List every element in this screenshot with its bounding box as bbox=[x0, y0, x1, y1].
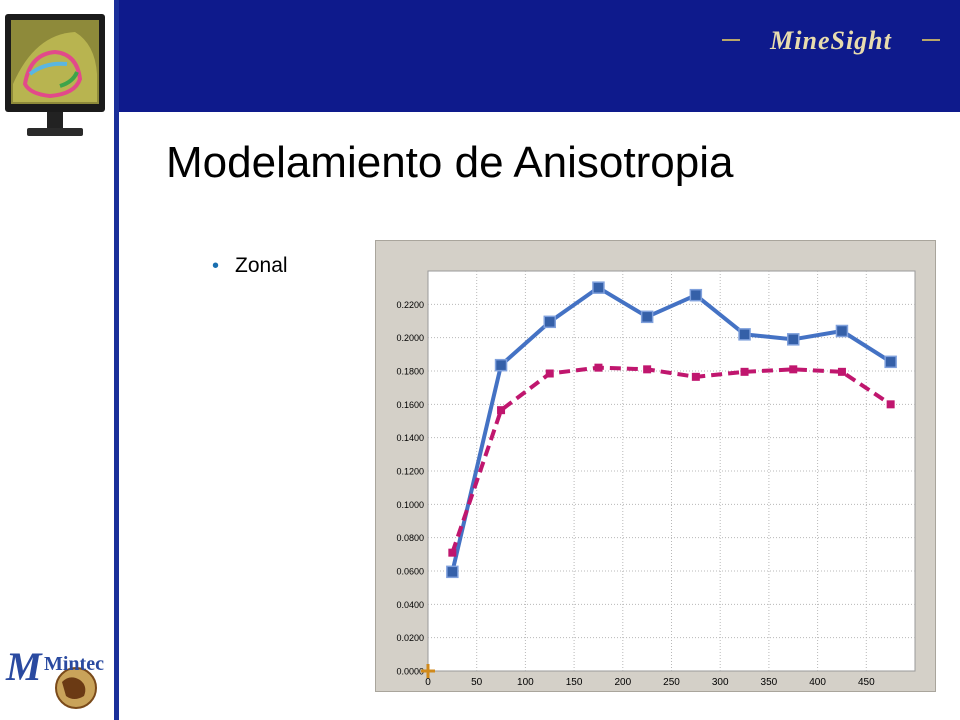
svg-text:M: M bbox=[5, 644, 43, 689]
series-1-point bbox=[543, 315, 556, 329]
bullet-dot-icon: • bbox=[212, 255, 220, 277]
mintec-logo: M Mintec bbox=[5, 644, 104, 709]
series-2-point bbox=[740, 367, 749, 376]
x-tick-label: 400 bbox=[809, 677, 826, 688]
bullet-text: Zonal bbox=[235, 254, 288, 277]
y-tick-label: 0.0200 bbox=[396, 633, 424, 643]
left-accent-bar bbox=[114, 0, 119, 720]
y-tick-label: 0.1200 bbox=[396, 467, 424, 477]
x-tick-label: 0 bbox=[425, 677, 431, 688]
series-line-2 bbox=[450, 365, 892, 554]
y-tick-label: 0.1000 bbox=[396, 500, 424, 510]
x-tick-label: 350 bbox=[761, 677, 778, 688]
y-tick-label: 0.0400 bbox=[396, 600, 424, 610]
x-tick-label: 50 bbox=[471, 677, 483, 688]
y-tick-label: 0.1600 bbox=[396, 400, 424, 410]
series-2-point bbox=[448, 548, 457, 557]
series-2-point bbox=[643, 365, 652, 374]
bullet-item: • Zonal bbox=[212, 254, 288, 278]
slide-title: Modelamiento de Anisotropia bbox=[166, 138, 734, 187]
monitor-icon bbox=[5, 14, 105, 136]
y-tick-label: 0.0600 bbox=[396, 567, 424, 577]
y-tick-label: 0.0000 bbox=[396, 667, 424, 677]
series-2-point bbox=[789, 365, 798, 374]
x-tick-label: 250 bbox=[663, 677, 680, 688]
series-1-point bbox=[787, 333, 800, 346]
x-tick-label: 100 bbox=[517, 677, 534, 688]
series-2-point bbox=[691, 372, 700, 381]
y-tick-label: 0.2200 bbox=[396, 300, 424, 310]
x-tick-label: 150 bbox=[566, 677, 583, 688]
series-2-point bbox=[545, 369, 554, 378]
mintec-logo-text: Mintec bbox=[44, 653, 104, 675]
series-1-point bbox=[494, 358, 508, 372]
series-line-1 bbox=[450, 285, 892, 573]
series-1-point bbox=[835, 324, 849, 338]
y-tick-label: 0.1800 bbox=[396, 367, 424, 377]
variogram-chart: 0 50 100 150 200 250 300 350 400 450 0.0000 0.0200 0… bbox=[396, 270, 916, 688]
y-tick-label: 0.1400 bbox=[396, 433, 424, 443]
y-tick-label: 0.2000 bbox=[396, 333, 424, 343]
x-tick-label: 300 bbox=[712, 677, 729, 688]
series-1-point bbox=[884, 355, 897, 369]
series-1-point bbox=[446, 565, 459, 579]
x-tick-label: 200 bbox=[614, 677, 631, 688]
y-tick-label: 0.0800 bbox=[396, 533, 424, 543]
minesight-logo-text: MineSight bbox=[769, 26, 892, 55]
minesight-logo: MineSight bbox=[722, 24, 940, 56]
series-2-point bbox=[594, 363, 603, 372]
series-1-point bbox=[738, 328, 751, 341]
series-1-point bbox=[689, 288, 703, 302]
series-1-point bbox=[640, 310, 654, 324]
series-2-point bbox=[837, 367, 846, 376]
x-tick-label: 450 bbox=[858, 677, 875, 688]
series-2-point bbox=[886, 400, 895, 409]
series-1-point bbox=[592, 281, 605, 294]
series-2-point bbox=[497, 406, 506, 415]
